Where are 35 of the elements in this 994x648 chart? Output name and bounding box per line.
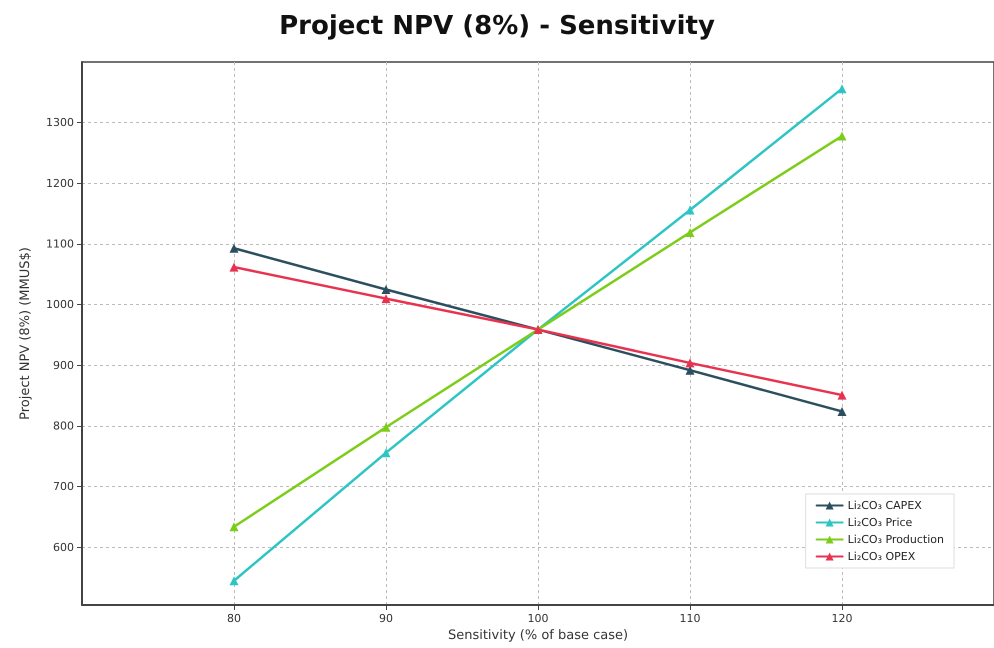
x-tick-label: 80 [227,612,241,625]
y-tick-label: 1200 [46,176,74,190]
y-tick-label: 1000 [46,298,74,312]
point [686,206,694,215]
y-tick-label: 800 [53,420,74,433]
y-tick-label: 700 [53,480,74,494]
point [838,84,846,94]
x-axis-title: Sensitivity (% of base case) [448,628,628,643]
y-axis-title: Project NPV (8%) (MMUS$) [18,247,33,420]
point [230,522,238,532]
point [838,390,846,400]
x-tick-label: 120 [832,612,852,625]
point [230,576,238,586]
point [382,448,390,458]
point [686,358,694,368]
point [382,294,390,304]
legend-label: Li₂CO₃ Production [848,533,944,546]
point [838,132,846,141]
point [382,422,390,432]
point [838,406,846,416]
legend-label: Li₂CO₃ Price [848,516,913,529]
x-tick-label: 90 [379,612,393,625]
legend-label: Li₂CO₃ OPEX [848,550,916,563]
y-tick-label: 1300 [46,116,74,130]
chart-title: Project NPV (8%) - Sensitivity [279,11,715,41]
point [382,285,390,294]
legend-label: Li₂CO₃ CAPEX [848,499,922,512]
point [230,262,238,272]
x-tick-label: 110 [680,612,700,625]
point [686,228,694,237]
point [230,244,238,253]
y-tick-label: 600 [53,540,74,554]
x-tick-label: 100 [528,612,548,625]
y-tick-label: 900 [53,358,74,372]
y-tick-label: 1100 [46,238,74,251]
